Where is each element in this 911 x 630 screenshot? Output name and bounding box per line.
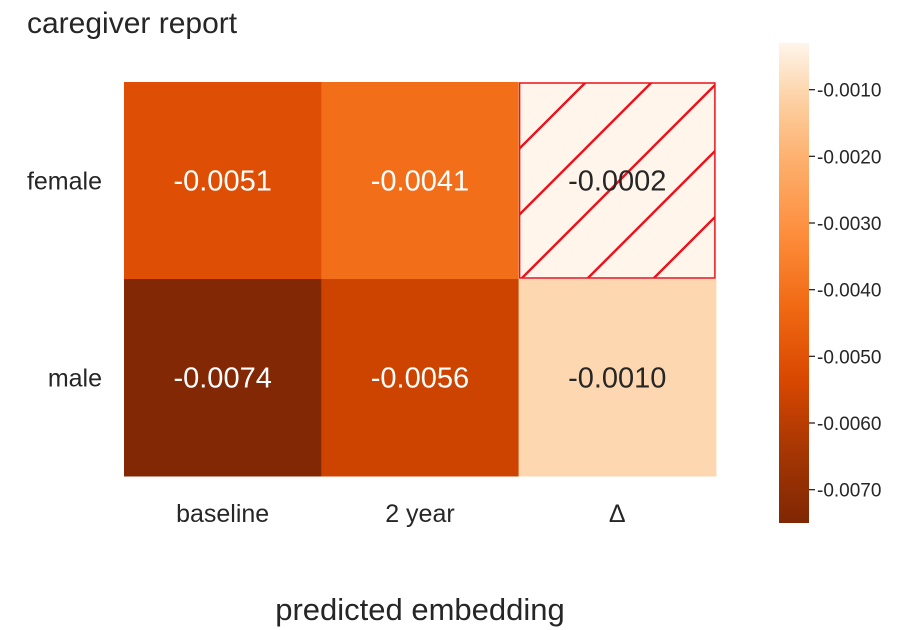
cell-value-label: -0.0041 xyxy=(371,166,469,198)
column-label: Δ xyxy=(609,500,626,528)
column-labels: baseline 2 year Δ xyxy=(176,500,626,528)
chart-title: caregiver report xyxy=(27,7,238,40)
colorbar-tick-label: -0.0050 xyxy=(817,347,881,368)
colorbar-tick-label: -0.0020 xyxy=(817,147,881,168)
column-label: 2 year xyxy=(385,500,454,528)
column-label: baseline xyxy=(176,500,269,528)
heatmap-cells: -0.0051 -0.0041 -0.0002 -0.0074 -0.0056 -0.00… xyxy=(124,82,717,477)
heatmap-cell xyxy=(124,82,322,280)
colorbar-tick-label: -0.0060 xyxy=(817,414,881,435)
colorbar-tick-label: -0.0070 xyxy=(817,481,881,502)
cell-value-label: -0.0051 xyxy=(173,166,271,198)
heatmap-cell xyxy=(321,279,520,477)
cell-value-label: -0.0010 xyxy=(568,363,666,395)
heatmap-cell xyxy=(124,279,322,477)
x-axis-label: predicted embedding xyxy=(275,592,565,627)
cell-value-label: -0.0074 xyxy=(173,363,271,395)
colorbar-tick-label: -0.0030 xyxy=(817,214,881,235)
cell-value-label: -0.0056 xyxy=(371,363,469,395)
row-label: male xyxy=(48,365,102,393)
row-labels: female male xyxy=(27,168,102,393)
colorbar-bar xyxy=(779,43,809,523)
cell-value-label: -0.0002 xyxy=(568,166,666,198)
colorbar: -0.0010 -0.0020 -0.0030 -0.0040 -0.0050 -0.00… xyxy=(779,43,881,523)
row-label: female xyxy=(27,168,102,196)
heatmap-cell-hatch xyxy=(518,82,716,279)
colorbar-tick-label: -0.0010 xyxy=(817,81,881,102)
heatmap-cell xyxy=(518,279,717,477)
colorbar-tick-label: -0.0040 xyxy=(817,281,881,302)
heatmap-cell xyxy=(321,82,520,280)
